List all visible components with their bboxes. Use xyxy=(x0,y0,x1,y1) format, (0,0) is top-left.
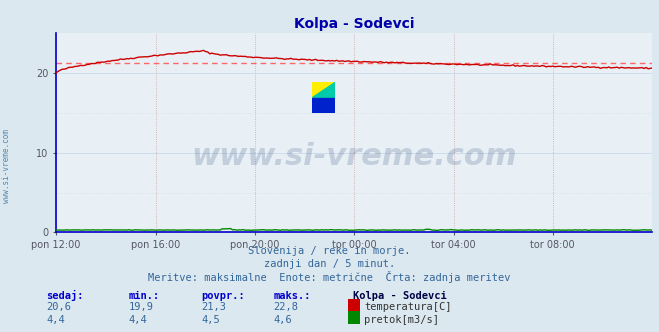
Polygon shape xyxy=(312,82,335,98)
Text: temperatura[C]: temperatura[C] xyxy=(364,302,452,312)
Text: 20,6: 20,6 xyxy=(46,302,71,312)
Text: 21,3: 21,3 xyxy=(201,302,226,312)
Text: povpr.:: povpr.: xyxy=(201,291,244,301)
Text: pretok[m3/s]: pretok[m3/s] xyxy=(364,315,440,325)
Text: sedaj:: sedaj: xyxy=(46,290,84,301)
Text: 22,8: 22,8 xyxy=(273,302,299,312)
Text: www.si-vreme.com: www.si-vreme.com xyxy=(2,129,11,203)
Text: Meritve: maksimalne  Enote: metrične  Črta: zadnja meritev: Meritve: maksimalne Enote: metrične Črta… xyxy=(148,271,511,283)
Polygon shape xyxy=(312,98,335,113)
Text: maks.:: maks.: xyxy=(273,291,311,301)
Text: 4,6: 4,6 xyxy=(273,315,292,325)
Polygon shape xyxy=(312,82,335,98)
Text: Kolpa - Sodevci: Kolpa - Sodevci xyxy=(353,291,446,301)
Text: 19,9: 19,9 xyxy=(129,302,154,312)
Text: zadnji dan / 5 minut.: zadnji dan / 5 minut. xyxy=(264,259,395,269)
Text: 4,4: 4,4 xyxy=(46,315,65,325)
Text: www.si-vreme.com: www.si-vreme.com xyxy=(191,142,517,171)
Text: Slovenija / reke in morje.: Slovenija / reke in morje. xyxy=(248,246,411,256)
Text: min.:: min.: xyxy=(129,291,159,301)
Text: 4,4: 4,4 xyxy=(129,315,147,325)
Title: Kolpa - Sodevci: Kolpa - Sodevci xyxy=(294,17,415,31)
Text: 4,5: 4,5 xyxy=(201,315,219,325)
